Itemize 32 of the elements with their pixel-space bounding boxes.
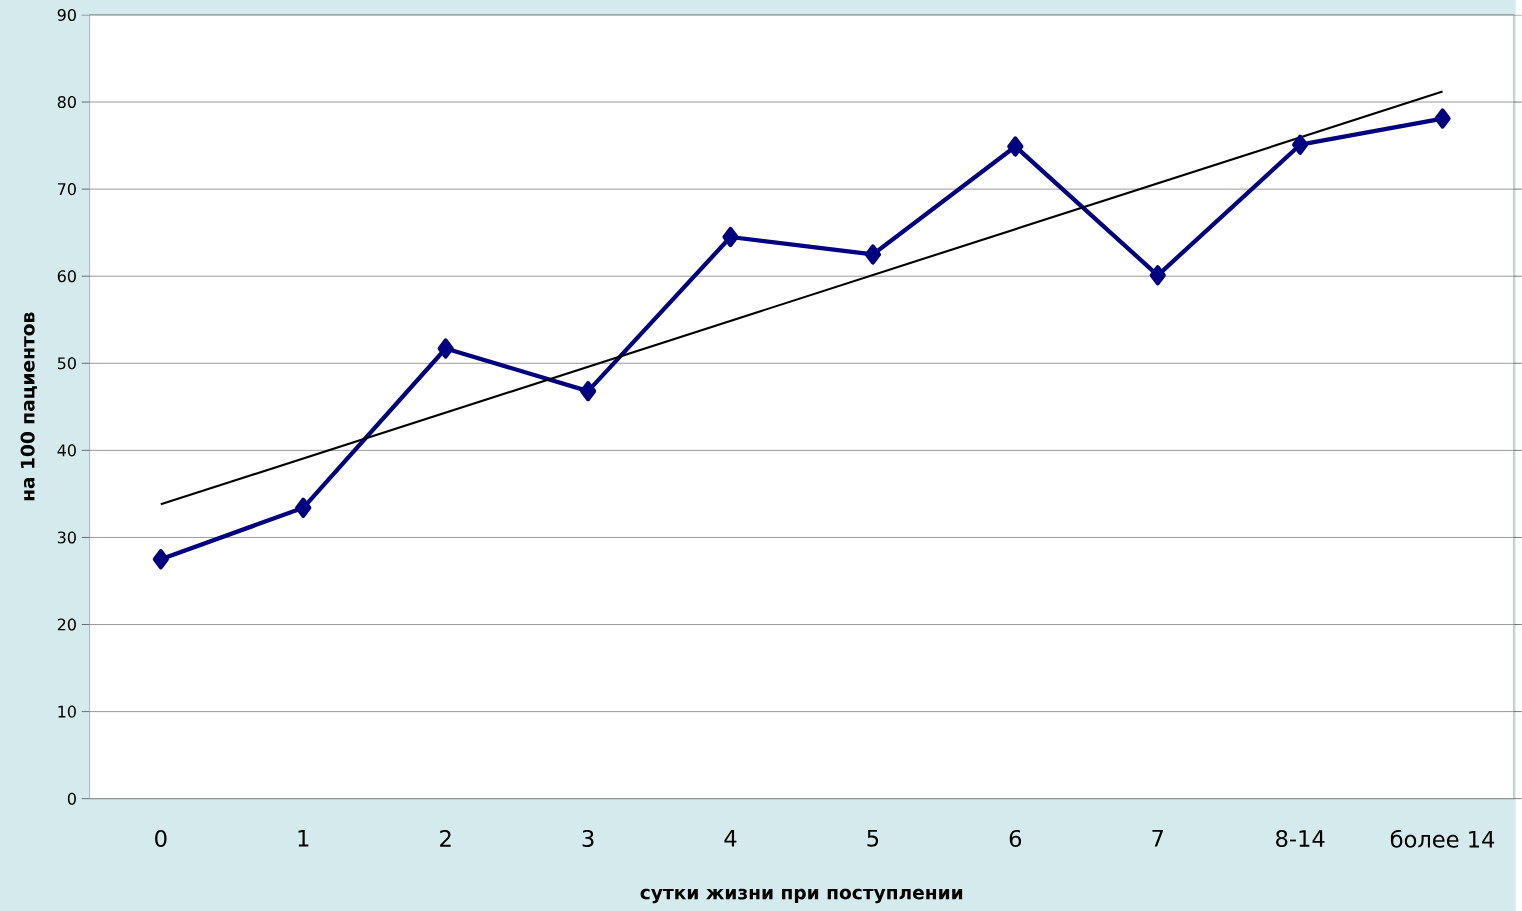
x-tick-label: 6 bbox=[1009, 829, 1022, 847]
y-tick-label: 40 bbox=[57, 444, 76, 457]
y-tick-label: 60 bbox=[57, 270, 76, 283]
point bbox=[1292, 134, 1309, 155]
y-tick-label: 50 bbox=[57, 357, 76, 370]
y-tick-label: 30 bbox=[57, 531, 76, 544]
point bbox=[437, 338, 454, 359]
point bbox=[579, 380, 597, 402]
y-tick-label: 20 bbox=[57, 618, 76, 631]
x-tick-label: 3 bbox=[582, 829, 594, 847]
x-tick-label: более 14 bbox=[1390, 829, 1495, 848]
y-axis-title: на 100 пациентов bbox=[20, 312, 37, 501]
y-tick-label: 70 bbox=[58, 182, 76, 196]
y-tick-label: 10 bbox=[58, 705, 76, 718]
x-tick-label: 4 bbox=[724, 829, 737, 847]
point bbox=[1007, 136, 1024, 157]
x-tick-label: 2 bbox=[440, 829, 451, 847]
x-axis-title: сутки жизни при поступлении bbox=[640, 888, 963, 904]
x-tick-label: 7 bbox=[1152, 829, 1163, 847]
point bbox=[1434, 108, 1451, 129]
x-tick-label: 5 bbox=[867, 829, 879, 847]
point bbox=[722, 226, 739, 247]
x-tick-label: 1 bbox=[298, 829, 309, 847]
point bbox=[152, 549, 169, 570]
y-tick-label: 0 bbox=[67, 792, 76, 805]
point bbox=[295, 497, 312, 518]
point bbox=[864, 244, 882, 265]
y-tick-label: 90 bbox=[57, 8, 76, 21]
point bbox=[1149, 265, 1166, 286]
y-tick-label: 80 bbox=[57, 95, 76, 108]
x-tick-label: 8-14 bbox=[1276, 829, 1325, 847]
x-tick-label: 0 bbox=[155, 829, 167, 847]
